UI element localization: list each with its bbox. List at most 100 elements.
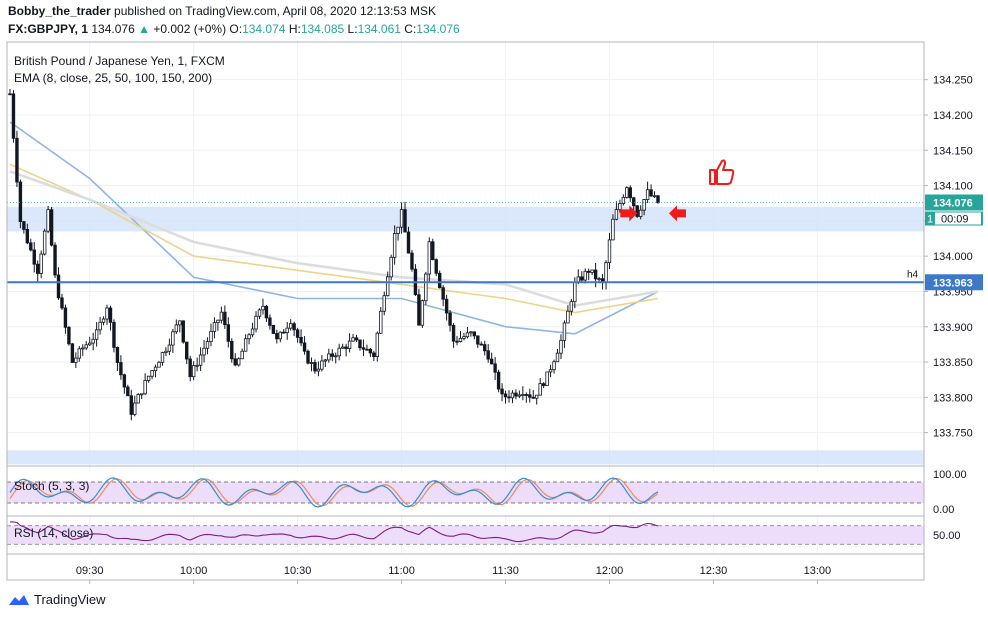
candle-up	[399, 209, 404, 228]
candle-down	[441, 287, 445, 300]
candle-up	[607, 239, 612, 264]
tradingview-logo-icon	[9, 594, 29, 605]
open-label: O:	[229, 22, 243, 36]
candle-down	[541, 383, 546, 386]
candle-down	[313, 362, 317, 372]
candle-down	[11, 93, 16, 139]
candle-up	[652, 195, 657, 198]
candle-up	[94, 329, 99, 340]
rsi-tick-50: 50.00	[933, 530, 961, 542]
chart-frame	[6, 41, 925, 581]
candle-up	[597, 278, 601, 281]
candle-up	[247, 334, 251, 340]
candle-up	[212, 322, 217, 332]
low-label: L:	[347, 22, 358, 36]
last-price-tag-text: 134.076	[933, 197, 973, 209]
level-price-tag-text: 133.963	[933, 277, 973, 289]
candle-up	[309, 362, 314, 364]
candle-up	[77, 348, 82, 359]
candle-up	[105, 307, 109, 320]
candle-down	[185, 341, 189, 360]
candle-down	[302, 342, 307, 352]
candle-down	[472, 331, 477, 337]
annotations	[620, 159, 735, 222]
candle-down	[483, 344, 487, 352]
rsi-pane	[7, 521, 924, 545]
candle-down	[330, 353, 334, 357]
candle-down	[63, 307, 68, 328]
candle-down	[129, 395, 133, 415]
candle-down	[295, 329, 300, 338]
time-tick-label: 10:30	[284, 565, 312, 577]
candle-up	[583, 270, 587, 281]
candle-down	[8, 93, 12, 96]
candle-up	[316, 368, 321, 372]
red-arrow-icon	[669, 205, 686, 222]
symbol-label: FX:GBPJPY, 1	[8, 22, 89, 36]
candle-up	[285, 327, 289, 334]
time-axis[interactable]: 09:30 10:00 10:30 11:00 11:30 12:00 12:30 13:00	[76, 565, 831, 584]
support-resistance-zones	[7, 206, 924, 465]
candle-up	[143, 380, 147, 395]
candle-up	[195, 364, 199, 367]
candle-up	[167, 344, 172, 352]
candle-up	[254, 315, 258, 330]
candle-up	[611, 218, 615, 241]
candle-down	[434, 259, 438, 274]
candle-down	[354, 337, 359, 341]
publish-header: Bobby_the_trader published on TradingVie…	[8, 4, 436, 18]
candle-up	[392, 233, 397, 258]
close-value: 134.076	[416, 22, 460, 36]
candle-up	[538, 383, 542, 396]
candlesticks	[8, 89, 660, 421]
price-axis[interactable]: 134.250134.200134.150134.100134.050134.0…	[907, 42, 983, 580]
candle-down	[18, 181, 23, 223]
candle-down	[628, 187, 632, 199]
candle-down	[119, 362, 123, 376]
candle-down	[486, 350, 490, 360]
candle-down	[299, 337, 303, 344]
candle-up	[205, 341, 210, 349]
candle-up	[573, 281, 577, 303]
footer-brand[interactable]: TradingView	[8, 592, 106, 607]
candle-up	[216, 319, 220, 323]
candle-down	[500, 388, 504, 395]
candle-up	[174, 324, 179, 333]
candle-up	[39, 253, 43, 274]
footer-brand-text: TradingView	[34, 592, 106, 607]
ema-line-gray	[9, 170, 659, 307]
candle-up	[604, 262, 608, 284]
candle-up	[642, 199, 646, 211]
candle-up	[133, 402, 137, 415]
horizontal-level[interactable]	[7, 202, 924, 284]
countdown-text: 00:09	[941, 213, 969, 225]
rsi-line	[10, 521, 659, 543]
candle-up	[510, 392, 515, 399]
countdown-inner	[935, 212, 981, 225]
candle-down	[70, 343, 75, 363]
candle-up	[351, 337, 355, 342]
thumbs-up-icon	[709, 159, 735, 185]
candle-up	[386, 276, 390, 297]
candle-down	[49, 209, 54, 246]
candle-up	[98, 321, 102, 331]
candle-down	[122, 374, 127, 388]
zone-rect	[7, 206, 924, 232]
author-name[interactable]: Bobby_the_trader	[8, 4, 111, 18]
high-label: H:	[288, 22, 301, 36]
candle-down	[181, 320, 185, 343]
candle-down	[417, 294, 421, 326]
candle-down	[36, 263, 40, 274]
stoch-tick-100: 100.00	[933, 469, 967, 481]
candle-up	[562, 322, 567, 341]
candle-up	[91, 338, 95, 344]
candle-down	[358, 339, 362, 349]
candle-up	[458, 337, 463, 342]
candle-down	[503, 393, 508, 398]
red-arrow-icon	[620, 205, 638, 222]
candle-up	[323, 359, 328, 362]
candle-down	[292, 323, 296, 331]
candle-up	[469, 331, 473, 334]
candle-down	[368, 348, 373, 354]
